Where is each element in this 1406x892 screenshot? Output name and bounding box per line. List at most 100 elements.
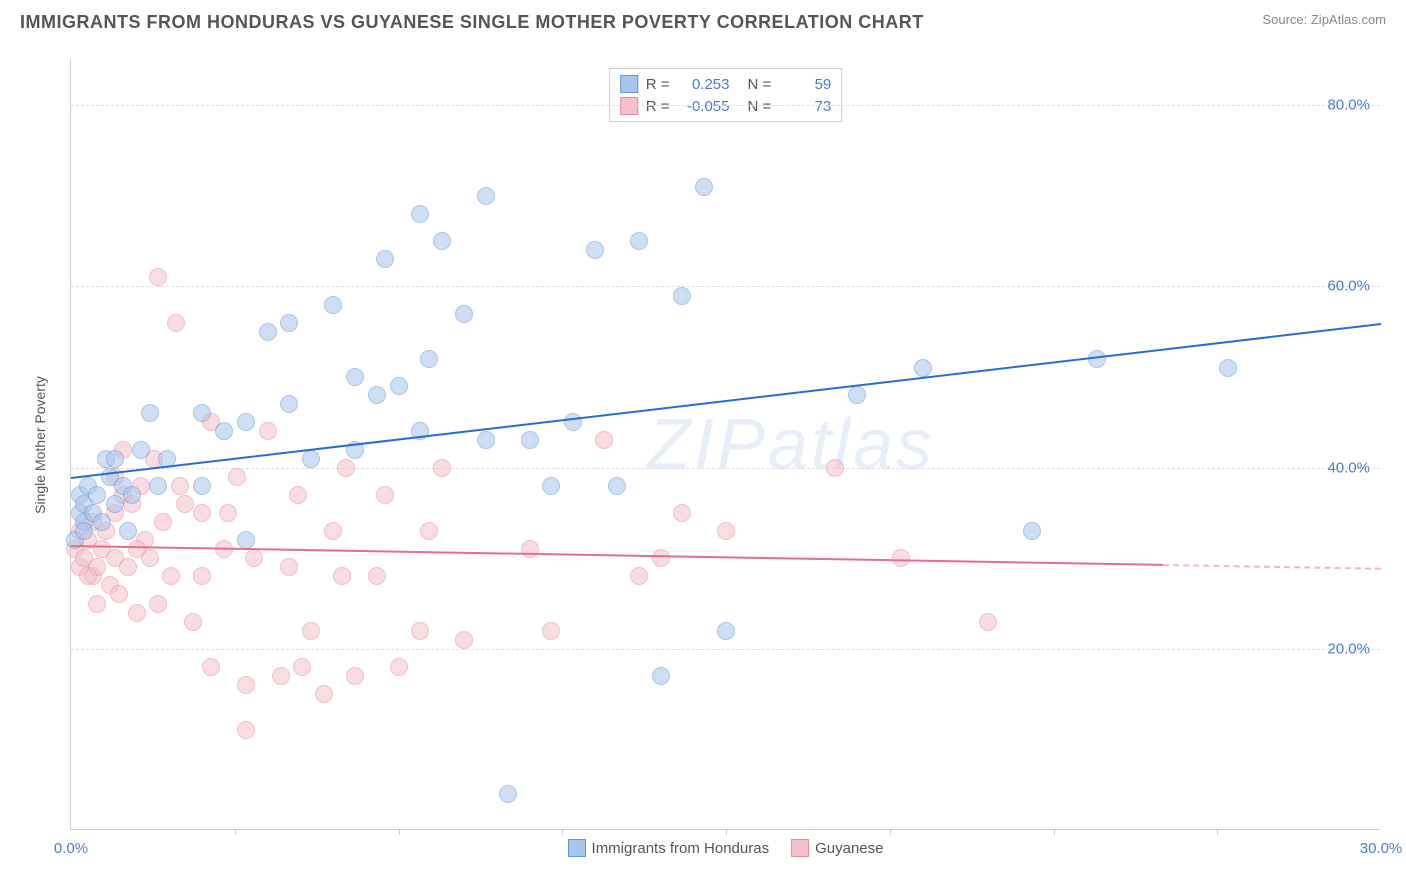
data-point — [848, 386, 866, 404]
data-point — [302, 622, 320, 640]
x-tick-mark — [235, 829, 236, 835]
legend-r-value: 0.253 — [678, 76, 730, 93]
gridline — [71, 649, 1380, 650]
data-point — [119, 522, 137, 540]
trend-line — [1163, 564, 1381, 570]
trend-line — [71, 545, 1163, 566]
data-point — [128, 604, 146, 622]
data-point — [324, 522, 342, 540]
data-point — [337, 459, 355, 477]
data-point — [979, 613, 997, 631]
data-point — [123, 486, 141, 504]
data-point — [141, 404, 159, 422]
data-point — [608, 477, 626, 495]
data-point — [333, 567, 351, 585]
x-tick-mark — [399, 829, 400, 835]
legend-series-label: Guyanese — [815, 840, 883, 857]
trend-line — [71, 323, 1381, 479]
data-point — [106, 450, 124, 468]
legend-correlation-box: R =0.253N =59R =-0.055N =73 — [609, 68, 843, 122]
legend-r-label: R = — [646, 76, 670, 93]
data-point — [914, 359, 932, 377]
y-tick-label: 40.0% — [1327, 459, 1370, 476]
data-point — [88, 595, 106, 613]
data-point — [237, 413, 255, 431]
data-point — [477, 431, 495, 449]
data-point — [167, 314, 185, 332]
x-tick-mark — [1217, 829, 1218, 835]
data-point — [110, 585, 128, 603]
x-tick-label: 30.0% — [1360, 840, 1403, 857]
data-point — [215, 422, 233, 440]
x-tick-mark — [726, 829, 727, 835]
data-point — [93, 513, 111, 531]
legend-swatch — [568, 839, 586, 857]
data-point — [1219, 359, 1237, 377]
legend-series-item: Guyanese — [791, 839, 883, 857]
data-point — [411, 622, 429, 640]
data-point — [193, 567, 211, 585]
chart-title: IMMIGRANTS FROM HONDURAS VS GUYANESE SIN… — [20, 12, 924, 33]
data-point — [368, 386, 386, 404]
data-point — [259, 323, 277, 341]
data-point — [128, 540, 146, 558]
data-point — [1023, 522, 1041, 540]
legend-swatch — [620, 75, 638, 93]
legend-series-label: Immigrants from Honduras — [592, 840, 770, 857]
chart-container: Single Mother Poverty ZIPatlas R =0.253N… — [50, 60, 1390, 830]
data-point — [346, 368, 364, 386]
data-point — [455, 631, 473, 649]
legend-swatch — [791, 839, 809, 857]
data-point — [289, 486, 307, 504]
legend-series-item: Immigrants from Honduras — [568, 839, 770, 857]
data-point — [564, 413, 582, 431]
data-point — [376, 250, 394, 268]
gridline — [71, 105, 1380, 106]
data-point — [630, 232, 648, 250]
x-tick-mark — [890, 829, 891, 835]
data-point — [154, 513, 172, 531]
plot-area: ZIPatlas R =0.253N =59R =-0.055N =73 Imm… — [70, 60, 1380, 830]
gridline — [71, 286, 1380, 287]
data-point — [280, 395, 298, 413]
data-point — [193, 477, 211, 495]
data-point — [673, 287, 691, 305]
data-point — [542, 477, 560, 495]
data-point — [586, 241, 604, 259]
data-point — [259, 422, 277, 440]
data-point — [237, 721, 255, 739]
data-point — [171, 477, 189, 495]
data-point — [324, 296, 342, 314]
data-point — [149, 595, 167, 613]
y-axis-label: Single Mother Poverty — [32, 376, 48, 514]
legend-n-value: 59 — [779, 76, 831, 93]
data-point — [184, 613, 202, 631]
data-point — [376, 486, 394, 504]
data-point — [293, 658, 311, 676]
data-point — [390, 377, 408, 395]
legend-n-label: N = — [748, 76, 772, 93]
data-point — [149, 268, 167, 286]
data-point — [433, 232, 451, 250]
data-point — [652, 667, 670, 685]
data-point — [346, 667, 364, 685]
data-point — [280, 558, 298, 576]
data-point — [433, 459, 451, 477]
data-point — [237, 676, 255, 694]
data-point — [521, 431, 539, 449]
data-point — [149, 477, 167, 495]
data-point — [499, 785, 517, 803]
data-point — [695, 178, 713, 196]
data-point — [315, 685, 333, 703]
x-tick-mark — [562, 829, 563, 835]
data-point — [75, 522, 93, 540]
y-tick-label: 80.0% — [1327, 97, 1370, 114]
y-tick-label: 60.0% — [1327, 278, 1370, 295]
x-tick-mark — [1054, 829, 1055, 835]
data-point — [630, 567, 648, 585]
data-point — [245, 549, 263, 567]
data-point — [219, 504, 237, 522]
data-point — [521, 540, 539, 558]
data-point — [106, 495, 124, 513]
data-point — [79, 567, 97, 585]
